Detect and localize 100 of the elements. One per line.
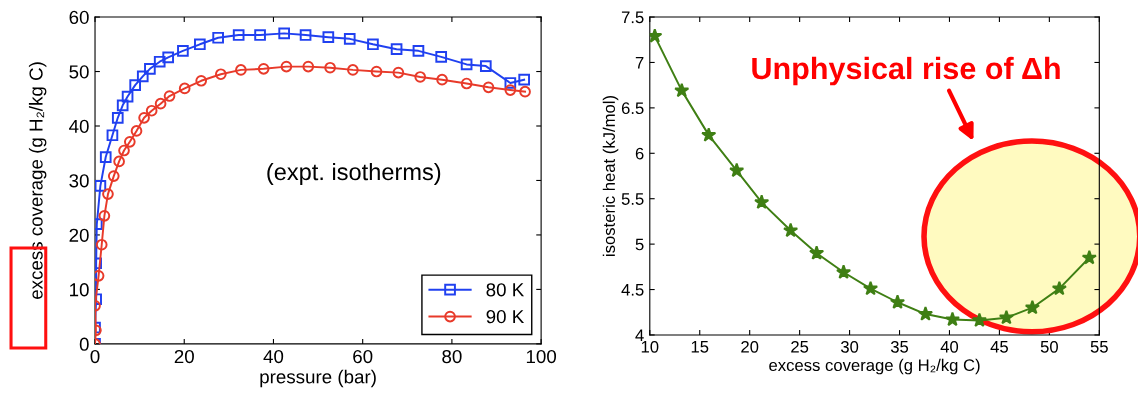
point bbox=[412, 44, 425, 57]
point bbox=[436, 73, 448, 86]
point bbox=[322, 31, 335, 44]
point bbox=[324, 61, 336, 74]
point bbox=[136, 70, 149, 83]
x-tick-label: 60 bbox=[353, 349, 373, 364]
y-tick-label: 5 bbox=[635, 238, 644, 251]
y-tick-label: 60 bbox=[69, 10, 89, 25]
x-tick-label: 30 bbox=[840, 340, 859, 353]
point bbox=[235, 64, 247, 76]
y-tick-label: 5.5 bbox=[621, 193, 644, 205]
x-tick-label: 100 bbox=[526, 349, 557, 364]
y-tick-label: 10 bbox=[70, 283, 89, 297]
legend-label: 90 K bbox=[486, 310, 525, 324]
point bbox=[95, 238, 108, 251]
x-tick-label: 50 bbox=[1040, 340, 1058, 353]
point bbox=[836, 264, 852, 279]
point bbox=[370, 65, 383, 78]
point bbox=[145, 104, 158, 117]
y-tick-label: 50 bbox=[69, 65, 89, 79]
point bbox=[178, 82, 191, 95]
point bbox=[116, 99, 129, 112]
x-tick-label: 15 bbox=[691, 341, 709, 353]
point bbox=[482, 81, 495, 94]
point bbox=[118, 144, 130, 157]
point bbox=[917, 306, 934, 321]
point bbox=[212, 31, 224, 44]
x-axis-title: pressure (bar) bbox=[260, 369, 376, 388]
point bbox=[998, 309, 1014, 325]
point bbox=[729, 162, 745, 178]
x-tick-label: 80 bbox=[442, 349, 462, 364]
x-tick-label: 20 bbox=[741, 340, 759, 353]
point bbox=[232, 29, 245, 41]
point bbox=[107, 170, 120, 182]
point bbox=[98, 210, 111, 222]
annotation: Unphysical rise of Δh bbox=[752, 56, 1060, 86]
point bbox=[299, 29, 312, 41]
point bbox=[343, 33, 356, 45]
point bbox=[121, 90, 134, 103]
point bbox=[944, 311, 961, 327]
x-tick-label: 40 bbox=[940, 340, 959, 353]
y-tick-label: 30 bbox=[69, 174, 89, 188]
point bbox=[278, 27, 290, 40]
y-tick-label: 7 bbox=[635, 57, 644, 69]
point bbox=[504, 84, 517, 96]
point bbox=[111, 111, 124, 124]
y-tick-label: 4.5 bbox=[621, 284, 644, 296]
point bbox=[783, 222, 799, 238]
point bbox=[138, 111, 150, 124]
point bbox=[113, 155, 125, 168]
point bbox=[701, 127, 717, 142]
point bbox=[106, 129, 119, 142]
point bbox=[163, 90, 176, 102]
x-tick-label: 40 bbox=[263, 349, 284, 364]
point bbox=[95, 180, 107, 192]
point bbox=[519, 85, 531, 98]
point bbox=[1081, 249, 1097, 265]
x-tick-label: 25 bbox=[791, 340, 809, 353]
y-tick-label: 6 bbox=[635, 147, 644, 160]
point bbox=[460, 77, 473, 90]
point bbox=[162, 51, 175, 64]
x-tick-label: 55 bbox=[1090, 341, 1108, 353]
point bbox=[518, 73, 530, 86]
point bbox=[809, 245, 825, 260]
point bbox=[130, 125, 143, 137]
point bbox=[889, 294, 906, 309]
point bbox=[390, 43, 403, 56]
point bbox=[674, 82, 690, 98]
y-axis-title: excess coverage (g H₂/kg C) bbox=[28, 62, 47, 299]
x-tick-label: 20 bbox=[174, 349, 194, 364]
point bbox=[302, 60, 315, 73]
x-tick-label: 35 bbox=[890, 340, 909, 353]
point bbox=[129, 79, 141, 91]
point bbox=[195, 74, 208, 87]
point bbox=[154, 97, 167, 110]
point bbox=[460, 58, 473, 71]
point bbox=[99, 151, 112, 163]
point bbox=[254, 29, 266, 41]
annotation: (expt. isotherms) bbox=[267, 162, 441, 185]
point bbox=[194, 38, 206, 51]
point bbox=[123, 135, 136, 148]
point bbox=[347, 64, 359, 76]
point bbox=[280, 60, 293, 73]
x-tick-label: 0 bbox=[90, 349, 100, 364]
point bbox=[153, 55, 166, 68]
legend-label: 80 K bbox=[486, 283, 525, 297]
y-tick-label: 7.5 bbox=[621, 11, 644, 24]
point bbox=[971, 312, 988, 328]
point bbox=[214, 68, 227, 81]
point bbox=[177, 44, 189, 57]
point bbox=[504, 77, 517, 89]
y-tick-label: 4 bbox=[635, 329, 644, 341]
x-tick-label: 45 bbox=[990, 341, 1008, 353]
point bbox=[649, 28, 663, 43]
point bbox=[144, 62, 156, 75]
x-axis-title: excess coverage (g H₂/kg C) bbox=[769, 358, 980, 375]
y-tick-label: 40 bbox=[69, 119, 89, 133]
y-tick-label: 20 bbox=[69, 228, 89, 242]
point bbox=[392, 66, 405, 79]
point bbox=[862, 280, 879, 296]
